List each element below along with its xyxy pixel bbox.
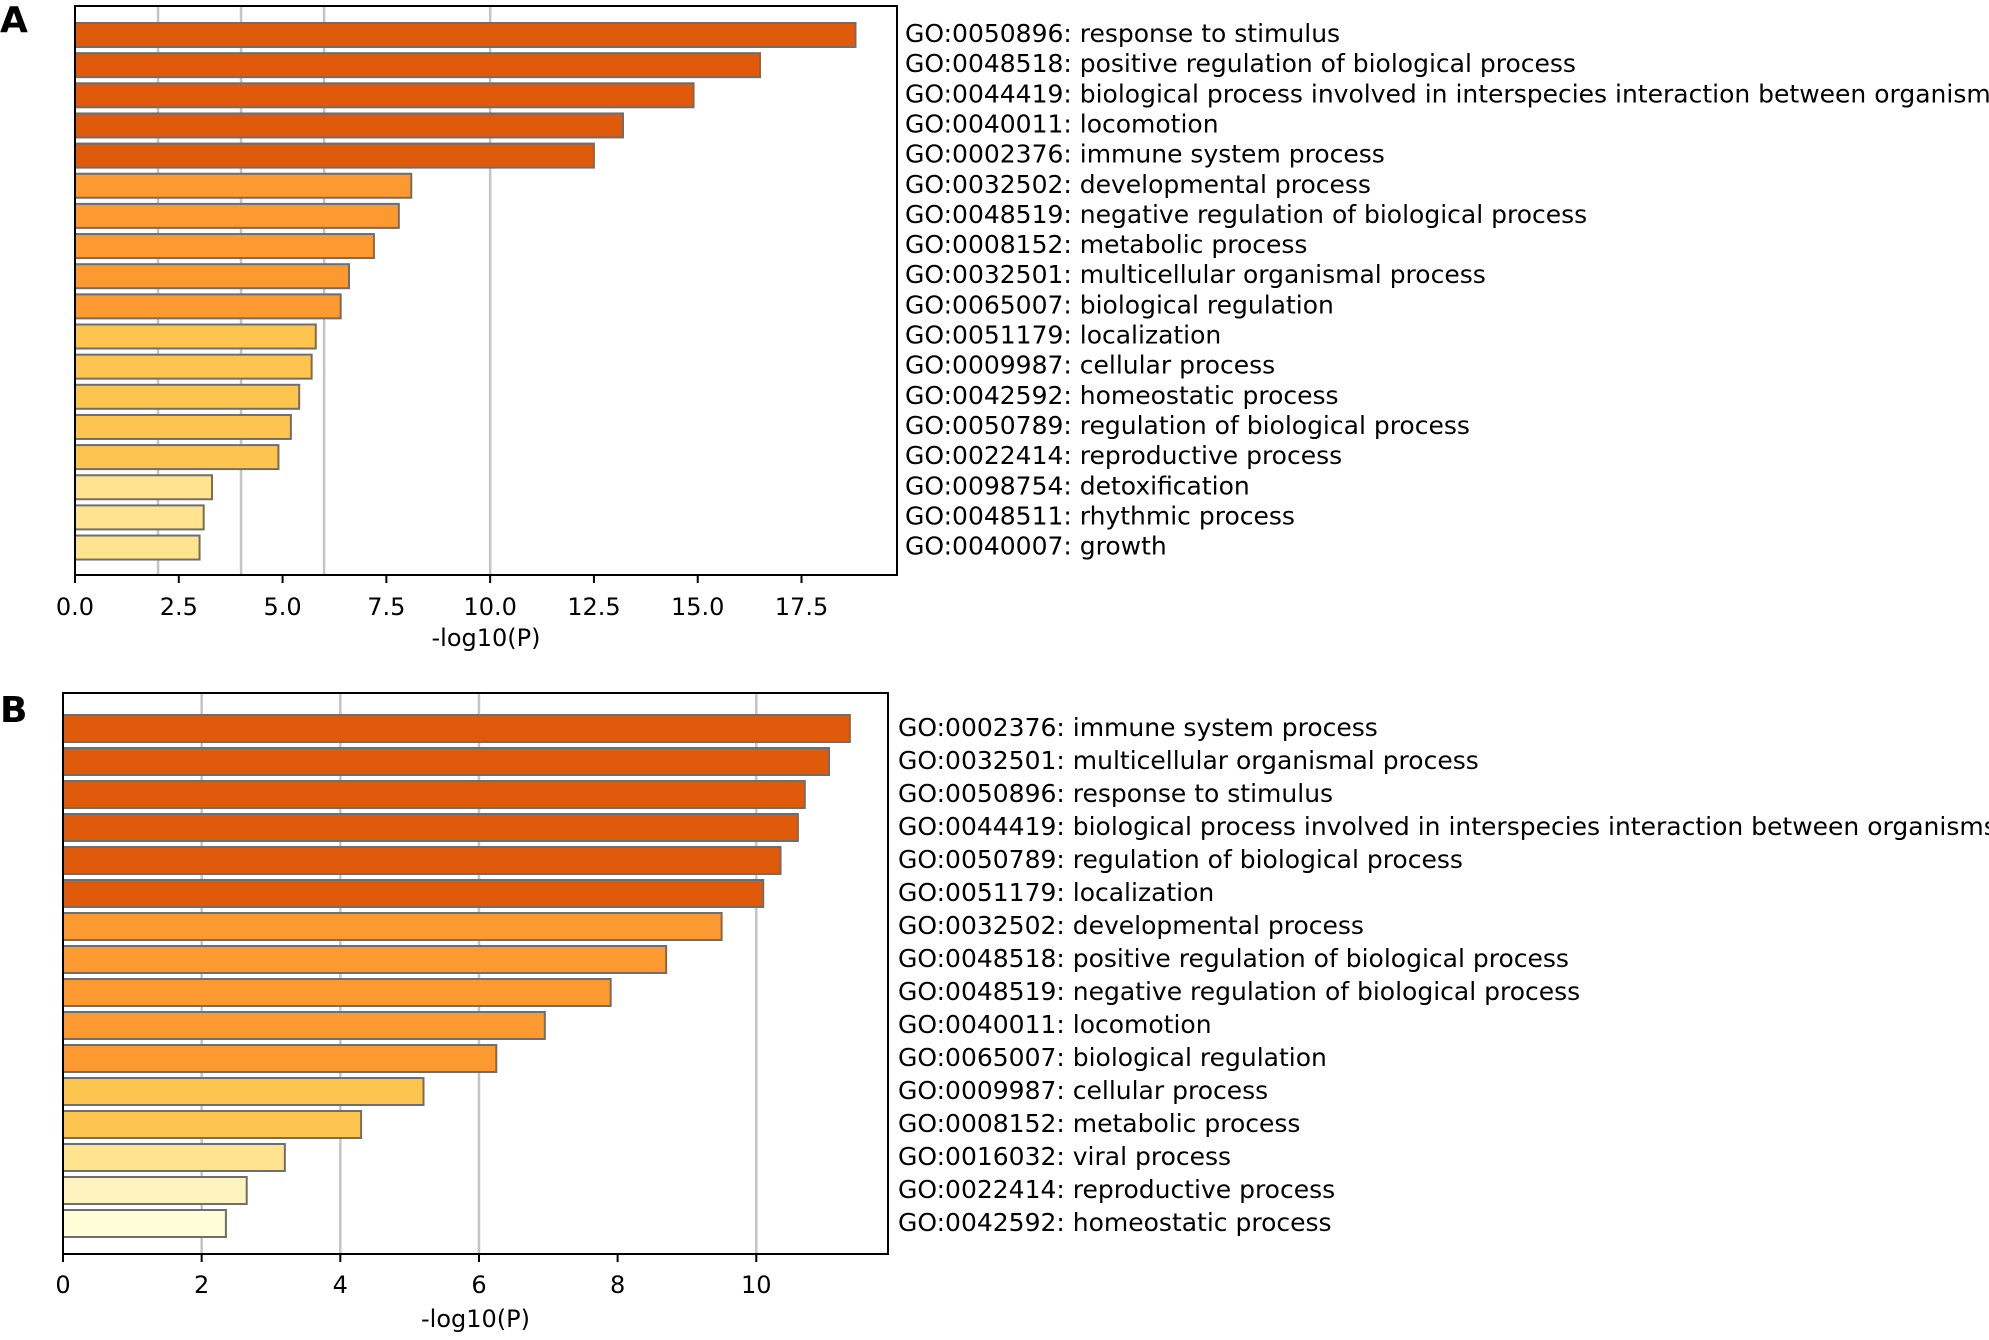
term-label: GO:0022414: reproductive process (898, 1175, 1335, 1204)
bar (74, 504, 205, 531)
term-label: GO:0065007: biological regulation (898, 1043, 1327, 1072)
term-label: GO:0065007: biological regulation (905, 290, 1334, 319)
term-label: GO:0032501: multicellular organismal pro… (905, 260, 1486, 289)
x-tick-label: 17.5 (775, 593, 828, 621)
term-label: GO:0048511: rhythmic process (905, 501, 1295, 530)
bar (62, 1176, 248, 1205)
bar (62, 747, 831, 776)
bar (74, 52, 761, 79)
bar (74, 293, 342, 320)
bar (74, 353, 313, 380)
x-tick-label: 8 (610, 1271, 625, 1299)
bar (74, 534, 201, 561)
bar (74, 413, 292, 440)
bar (74, 82, 695, 109)
bar (74, 383, 301, 410)
bar (62, 1209, 227, 1238)
x-tick-label: 7.5 (367, 593, 405, 621)
term-label: GO:0042592: homeostatic process (898, 1208, 1332, 1237)
x-tick-label: 12.5 (567, 593, 620, 621)
x-tick-label: 4 (333, 1271, 348, 1299)
x-axis: 0 2 4 6 8 10 (55, 1254, 772, 1299)
bar (62, 1110, 363, 1139)
term-label: GO:0002376: immune system process (898, 713, 1378, 742)
term-label: GO:0048519: negative regulation of biolo… (898, 977, 1580, 1006)
term-label: GO:0048518: positive regulation of biolo… (905, 49, 1576, 78)
plot-frame (62, 692, 889, 1255)
term-label: GO:0002376: immune system process (905, 140, 1385, 169)
x-tick-label: 0.0 (56, 593, 94, 621)
bar (62, 879, 765, 908)
panel-letter: B (0, 690, 27, 731)
term-label: GO:0044419: biological process involved … (898, 812, 1989, 841)
term-labels: GO:0002376: immune system process GO:0032… (898, 713, 1989, 1237)
x-tick-label: 15.0 (671, 593, 724, 621)
bar (74, 22, 857, 48)
bars (74, 22, 857, 561)
term-label: GO:0098754: detoxification (905, 471, 1250, 500)
bar (62, 945, 668, 974)
x-tick-label: 2 (194, 1271, 209, 1299)
term-label: GO:0051179: localization (905, 321, 1221, 350)
term-label: GO:0016032: viral process (898, 1142, 1231, 1171)
bar (74, 202, 400, 229)
panel-letter: A (0, 0, 28, 41)
term-label: GO:0048519: negative regulation of biolo… (905, 200, 1587, 229)
x-tick-label: 2.5 (160, 593, 198, 621)
bar (74, 142, 595, 169)
bar (62, 1077, 425, 1106)
bars (62, 714, 851, 1238)
x-tick-label: 10 (741, 1271, 772, 1299)
term-label: GO:0050789: regulation of biological pro… (898, 845, 1463, 874)
term-label: GO:0040007: growth (905, 532, 1167, 561)
term-label: GO:0009987: cellular process (898, 1076, 1268, 1105)
bar (62, 1143, 286, 1172)
x-tick-label: 10.0 (463, 593, 516, 621)
term-label: GO:0044419: biological process involved … (905, 79, 1989, 108)
term-label: GO:0032502: developmental process (898, 911, 1364, 940)
term-label: GO:0048518: positive regulation of biolo… (898, 944, 1569, 973)
bar (74, 263, 350, 290)
panel-a: A 0.0 2.5 5.0 7.5 10.0 12.5 15.0 17.5 -log10(P)… (0, 0, 1989, 652)
bar (62, 1044, 498, 1073)
bar (74, 444, 280, 471)
term-label: GO:0032501: multicellular organismal pro… (898, 746, 1479, 775)
bar (74, 474, 213, 501)
x-axis-label: -log10(P) (421, 1305, 530, 1333)
bar (62, 780, 806, 809)
term-label: GO:0040011: locomotion (905, 109, 1219, 138)
term-label: GO:0050896: response to stimulus (905, 19, 1340, 48)
term-label: GO:0040011: locomotion (898, 1010, 1212, 1039)
term-label: GO:0051179: localization (898, 878, 1214, 907)
plot-frame (74, 5, 898, 576)
bar (74, 172, 413, 199)
term-label: GO:0008152: metabolic process (898, 1109, 1300, 1138)
term-label: GO:0050789: regulation of biological pro… (905, 411, 1470, 440)
x-axis-label: -log10(P) (432, 624, 541, 652)
panel-b: B 0 2 4 6 8 10 -log10(P) GO:0002376: immune s… (0, 690, 1989, 1333)
term-labels: GO:0050896: response to stimulusGO:00485… (905, 19, 1989, 561)
bar (62, 978, 612, 1007)
bar (62, 1011, 546, 1040)
term-label: GO:0009987: cellular process (905, 351, 1275, 380)
bar (62, 813, 799, 842)
bar (62, 846, 782, 875)
bar (62, 912, 723, 941)
term-label: GO:0050896: response to stimulus (898, 779, 1333, 808)
x-tick-label: 6 (471, 1271, 486, 1299)
term-label: GO:0008152: metabolic process (905, 230, 1307, 259)
x-axis: 0.0 2.5 5.0 7.5 10.0 12.5 15.0 17.5 (56, 575, 828, 621)
bar (62, 714, 851, 743)
x-tick-label: 0 (55, 1271, 70, 1299)
bar (74, 323, 317, 350)
x-tick-label: 5.0 (263, 593, 301, 621)
bar (74, 233, 375, 260)
term-label: GO:0032502: developmental process (905, 170, 1371, 199)
bar (74, 112, 624, 139)
term-label: GO:0042592: homeostatic process (905, 381, 1339, 410)
term-label: GO:0022414: reproductive process (905, 441, 1342, 470)
